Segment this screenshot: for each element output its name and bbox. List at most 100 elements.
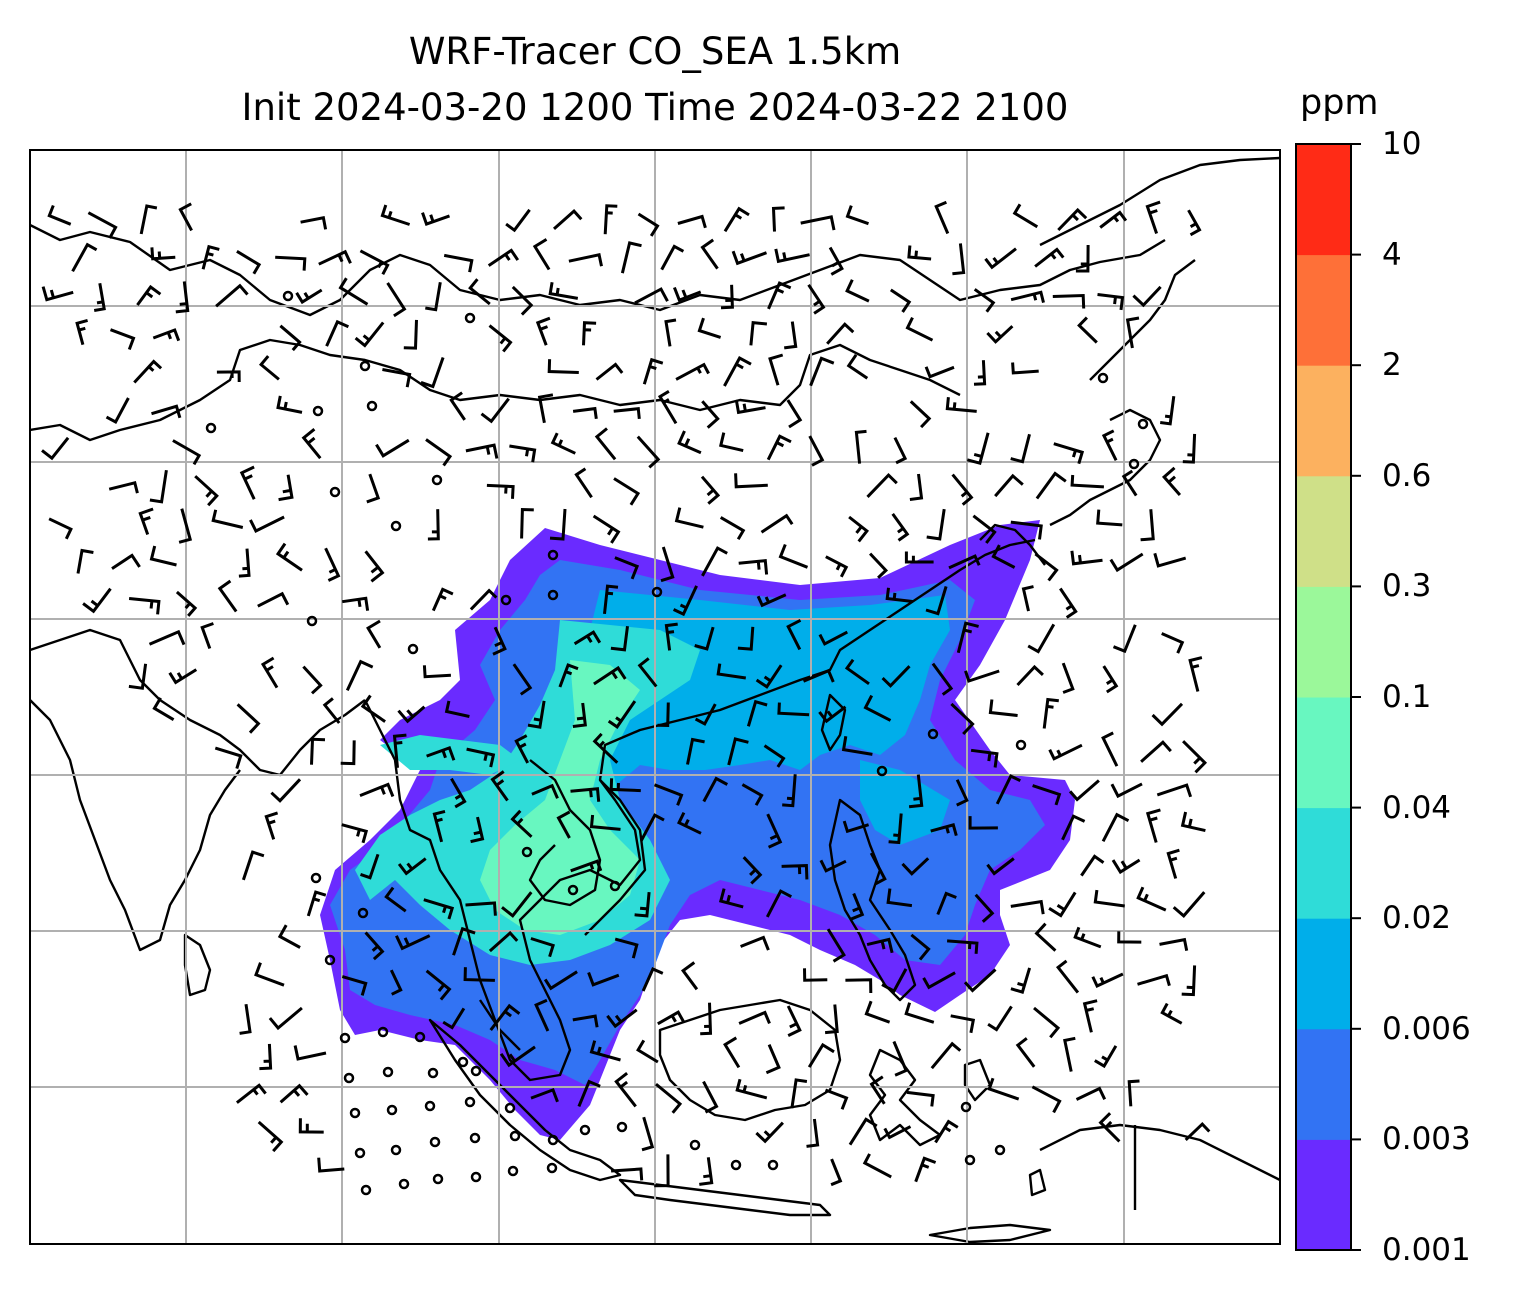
calm-wind-marker [1015, 739, 1027, 751]
wind-barb [1055, 959, 1080, 994]
wind-barb [610, 1167, 644, 1181]
wind-barb [217, 579, 238, 613]
wind-barb [489, 1003, 521, 1032]
wind-barb [767, 281, 792, 310]
wind-barb [686, 737, 705, 765]
wind-barb [133, 359, 163, 384]
wind-barb [844, 658, 870, 686]
wind-barb [846, 353, 869, 380]
wind-barb [109, 328, 136, 351]
wind-barb [777, 702, 810, 717]
wind-barb [1181, 965, 1197, 997]
coastline-asia-north [30, 223, 1166, 317]
wind-barb [614, 937, 639, 959]
wind-barb [345, 659, 374, 692]
calm-wind-marker [547, 549, 559, 561]
wind-barb [657, 1010, 686, 1026]
wind-barb [613, 477, 641, 506]
wind-barb [359, 782, 395, 798]
wind-barb [382, 368, 412, 388]
wind-barb [1070, 474, 1104, 489]
wind-barb [807, 1042, 835, 1068]
wind-barb [1160, 396, 1176, 426]
wind-barb [970, 748, 999, 768]
wind-barb [1015, 1037, 1036, 1068]
wind-barb [149, 545, 177, 567]
wind-barb [463, 967, 495, 982]
wind-barb [808, 435, 825, 467]
wind-barb [968, 816, 998, 830]
wind-barb [420, 357, 445, 389]
wind-barb [675, 362, 710, 381]
wind-barb [384, 886, 407, 913]
wind-barb [699, 1157, 714, 1186]
wind-barb [854, 429, 867, 464]
wind-barb [341, 975, 368, 996]
wind-barb [973, 288, 996, 313]
wind-barb [784, 321, 798, 350]
wind-barb [1161, 632, 1185, 654]
colorbar-segment [1296, 918, 1351, 1030]
wind-barb [505, 208, 531, 233]
wind-barb [1059, 587, 1078, 619]
wind-barb [964, 669, 1000, 683]
wind-barb [720, 284, 734, 310]
wind-barb [930, 823, 958, 837]
wind-barb [790, 1078, 808, 1109]
wind-barb [1021, 585, 1034, 612]
wind-barb [948, 554, 981, 570]
calm-wind-marker [312, 405, 324, 417]
wind-barb [449, 391, 466, 421]
wind-barb [677, 214, 707, 229]
calm-wind-marker [414, 1031, 426, 1043]
wind-barb [1031, 1085, 1062, 1114]
wind-barb [972, 514, 997, 544]
calm-wind-marker [427, 1067, 439, 1079]
wind-barb [257, 1120, 284, 1153]
wind-barb [568, 253, 603, 267]
wind-barb [863, 694, 892, 722]
calm-wind-marker [1128, 458, 1140, 470]
colorbar-segment [1296, 1139, 1351, 1251]
wind-barb [1034, 552, 1059, 582]
wind-barb [178, 202, 193, 232]
wind-barb [1153, 552, 1187, 568]
wind-barb [444, 700, 470, 718]
wind-barb [986, 857, 1015, 876]
calm-wind-marker [546, 1162, 558, 1174]
wind-barb [354, 321, 385, 348]
wind-barb [636, 435, 661, 469]
wind-barb [738, 1010, 771, 1025]
calm-wind-marker [730, 1159, 742, 1171]
wind-barb [76, 548, 94, 574]
wind-barb [1010, 520, 1043, 540]
wind-barb [723, 206, 750, 233]
wind-barb [592, 514, 621, 544]
wind-barb [238, 548, 251, 578]
wind-barb [442, 1007, 466, 1030]
wind-barb [423, 898, 455, 920]
wind-barb [606, 1008, 638, 1029]
wind-barb [1188, 656, 1203, 692]
calm-wind-marker [567, 884, 579, 896]
wind-barb [931, 662, 954, 696]
wind-barb [746, 699, 768, 727]
wind-barb [1073, 926, 1102, 949]
wind-barb [488, 930, 519, 953]
wind-barb [1052, 293, 1086, 309]
wind-barb [771, 206, 785, 232]
wind-barb [553, 208, 583, 231]
wind-barb [1080, 854, 1105, 877]
wind-barb [259, 1043, 273, 1071]
wind-barb [531, 783, 559, 799]
wind-barb [824, 1004, 839, 1035]
wind-barb [734, 473, 768, 489]
wind-barb [737, 626, 755, 651]
calm-wind-marker [431, 474, 443, 486]
wind-barb [800, 215, 836, 231]
wind-barb [786, 1005, 802, 1037]
wind-barb [520, 507, 534, 539]
wind-barb [241, 850, 265, 881]
wind-barb [680, 961, 699, 991]
wind-barb [677, 430, 702, 455]
